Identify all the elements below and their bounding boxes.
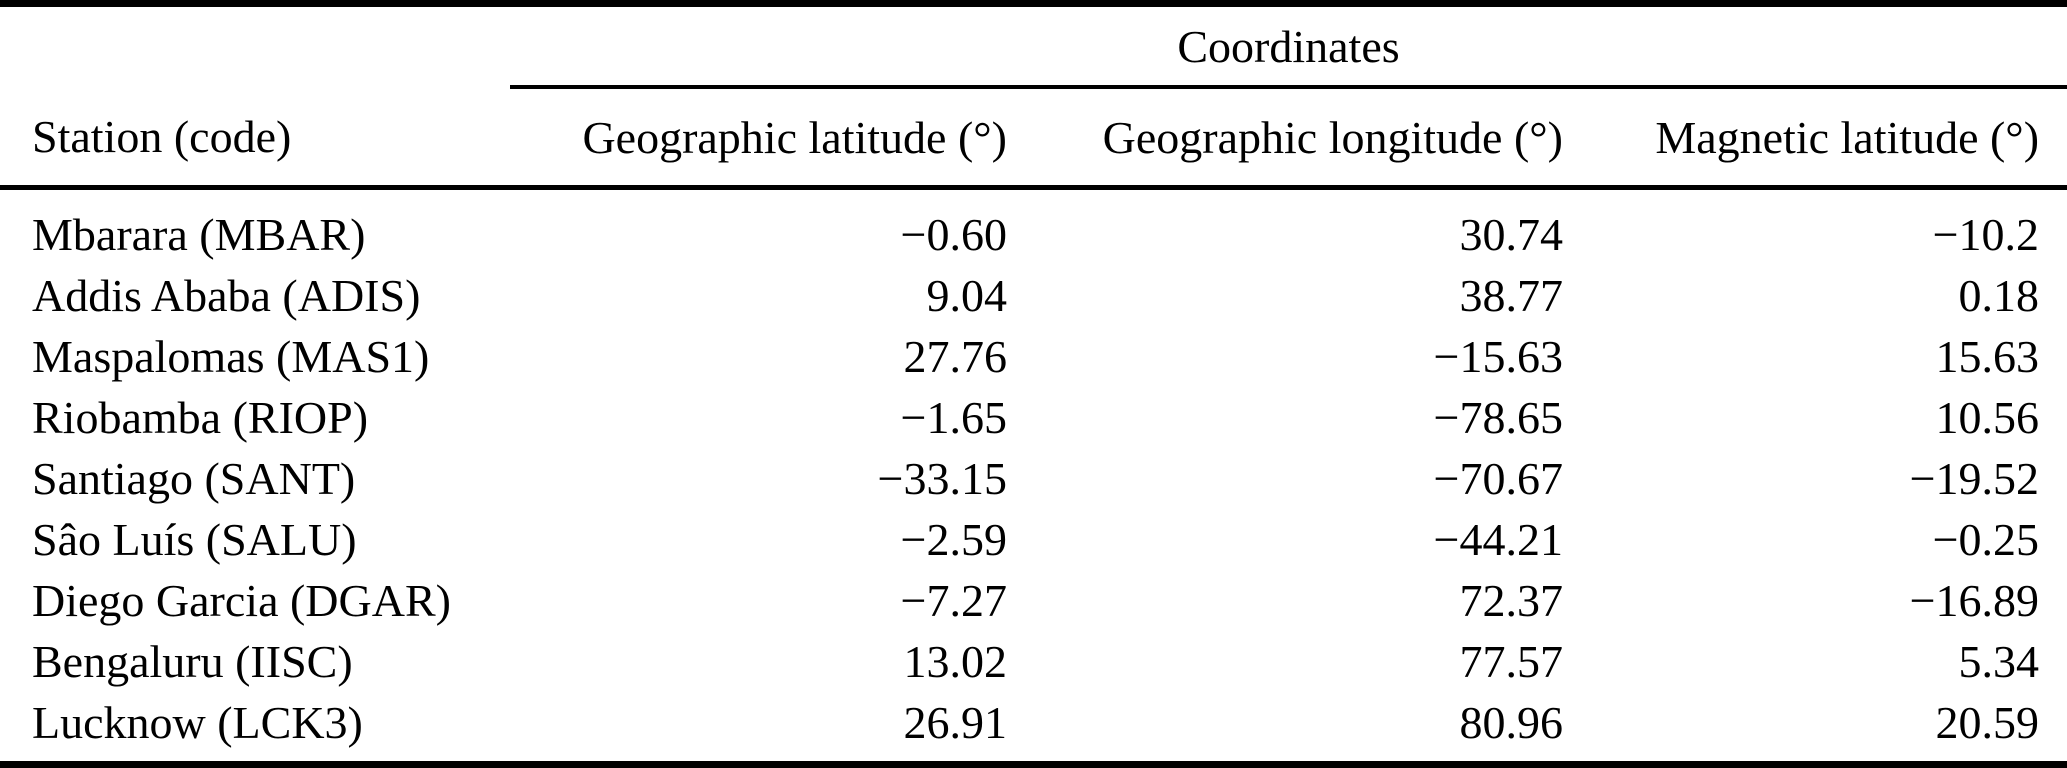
geographic-latitude-cell: 26.91 — [903, 697, 1008, 748]
magnetic-latitude-cell: 0.18 — [1958, 270, 2040, 321]
table-row: Lucknow (LCK3) 26.91 80.96 20.59 — [0, 692, 2067, 765]
column-header-row: Station (code) Geographic latitude (°) G… — [0, 87, 2067, 190]
geographic-longitude-cell: −15.63 — [1433, 331, 1563, 382]
geographic-latitude-cell: −7.27 — [900, 575, 1007, 626]
table-row: Bengaluru (IISC) 13.02 77.57 5.34 — [0, 631, 2067, 692]
magnetic-latitude-cell: 15.63 — [1935, 331, 2040, 382]
table-row: Maspalomas (MAS1) 27.76 −15.63 15.63 — [0, 326, 2067, 387]
geographic-longitude-cell: 38.77 — [1459, 270, 1564, 321]
magnetic-latitude-cell: −10.2 — [1932, 209, 2040, 260]
empty-corner-cell — [0, 4, 510, 88]
station-cell: Addis Ababa (ADIS) — [32, 270, 421, 321]
geographic-latitude-cell: −0.60 — [900, 209, 1007, 260]
column-header-geographic-longitude: Geographic longitude (°) — [1007, 87, 1563, 190]
coordinates-group-header: Coordinates — [510, 3, 2067, 89]
geographic-latitude-cell: −1.65 — [900, 392, 1007, 443]
geographic-latitude-cell: −2.59 — [900, 514, 1007, 565]
magnetic-latitude-cell: 5.34 — [1958, 636, 2040, 687]
station-cell: Sâo Luís (SALU) — [32, 514, 357, 565]
geographic-longitude-cell: −78.65 — [1433, 392, 1563, 443]
station-cell: Santiago (SANT) — [32, 453, 356, 504]
table-row: Sâo Luís (SALU) −2.59 −44.21 −0.25 — [0, 509, 2067, 570]
geographic-latitude-cell: 13.02 — [903, 636, 1008, 687]
geographic-latitude-cell: 9.04 — [926, 270, 1008, 321]
geographic-latitude-cell: −33.15 — [877, 453, 1007, 504]
station-cell: Lucknow (LCK3) — [32, 697, 363, 748]
table-row: Riobamba (RIOP) −1.65 −78.65 10.56 — [0, 387, 2067, 448]
station-cell: Diego Garcia (DGAR) — [32, 575, 451, 626]
geographic-longitude-cell: −44.21 — [1433, 514, 1563, 565]
geographic-longitude-cell: −70.67 — [1433, 453, 1563, 504]
column-header-geographic-latitude: Geographic latitude (°) — [510, 87, 1007, 190]
geographic-longitude-cell: 77.57 — [1459, 636, 1564, 687]
magnetic-latitude-cell: 20.59 — [1935, 697, 2040, 748]
station-cell: Maspalomas (MAS1) — [32, 331, 430, 382]
geographic-latitude-cell: 27.76 — [903, 331, 1008, 382]
magnetic-latitude-cell: −0.25 — [1932, 514, 2040, 565]
column-header-station: Station (code) — [0, 87, 510, 190]
station-cell: Mbarara (MBAR) — [32, 209, 366, 260]
geographic-longitude-cell: 72.37 — [1459, 575, 1564, 626]
station-cell: Bengaluru (IISC) — [32, 636, 353, 687]
geographic-longitude-cell: 30.74 — [1459, 209, 1564, 260]
table-row: Diego Garcia (DGAR) −7.27 72.37 −16.89 — [0, 570, 2067, 631]
magnetic-latitude-cell: −19.52 — [1909, 453, 2040, 504]
station-cell: Riobamba (RIOP) — [32, 392, 369, 443]
table-row: Mbarara (MBAR) −0.60 30.74 −10.2 — [0, 188, 2067, 266]
geographic-longitude-cell: 80.96 — [1459, 697, 1564, 748]
table-row: Santiago (SANT) −33.15 −70.67 −19.52 — [0, 448, 2067, 509]
coordinates-group-row: Coordinates — [0, 3, 2067, 89]
magnetic-latitude-cell: 10.56 — [1935, 392, 2040, 443]
column-header-magnetic-latitude: Magnetic latitude (°) — [1563, 87, 2067, 190]
table-row: Addis Ababa (ADIS) 9.04 38.77 0.18 — [0, 265, 2067, 326]
magnetic-latitude-cell: −16.89 — [1909, 575, 2040, 626]
